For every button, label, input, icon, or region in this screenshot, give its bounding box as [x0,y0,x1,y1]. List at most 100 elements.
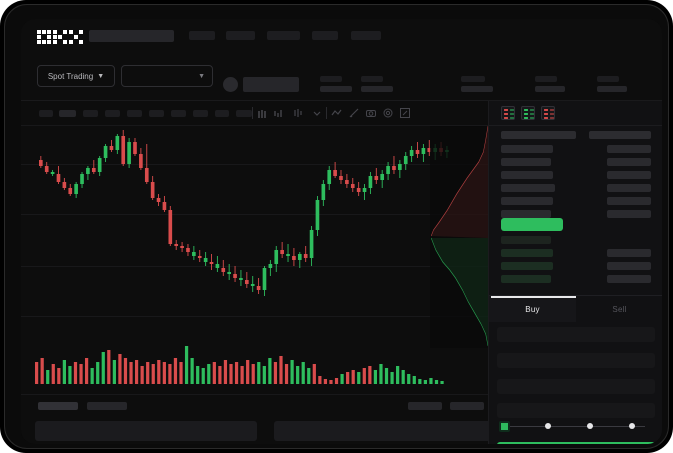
ask-row-6-price[interactable] [501,210,551,218]
tab-open-orders[interactable] [38,402,78,410]
candlestick-chart [39,130,449,296]
stat-high-label [361,76,383,82]
coin-avatar [223,77,238,92]
search-input[interactable] [89,30,174,42]
indicators-icon[interactable] [293,107,305,119]
chevron-down-icon: ▼ [97,72,105,80]
interval-1d[interactable] [171,110,186,117]
okx-logo-glyph-0 [37,30,51,44]
tab-assets[interactable] [408,402,442,410]
trading-mode-select[interactable]: Spot Trading ▼ [37,65,115,87]
device-bezel: Spot Trading ▼ ▼ [4,4,669,449]
slider-stop-1[interactable] [545,423,551,429]
interval-1m[interactable] [39,110,53,117]
amount-field[interactable] [497,379,655,394]
bottom-panel-right[interactable] [274,421,494,441]
stat-high-value [361,86,393,92]
bar-chart-icon[interactable] [273,107,285,119]
nav-item-3[interactable] [267,31,300,40]
ask-row-4-amount[interactable] [607,184,651,192]
bid-row-2-price[interactable] [501,249,553,257]
interval-1w[interactable] [193,110,208,117]
stat-change-value [320,86,352,92]
slider-stop-3[interactable] [629,423,635,429]
interval-1h[interactable] [127,110,142,117]
buy-submit-button[interactable] [497,442,655,444]
gridline-1 [21,214,488,215]
ask-row-3-amount[interactable] [607,171,651,179]
stat-low-label [461,76,485,82]
orders-tab-bar [21,394,488,418]
okx-logo[interactable] [37,30,83,44]
tab-buy[interactable]: Buy [489,296,576,322]
nav-item-1[interactable] [189,31,215,40]
drawing-tools-icon[interactable] [348,107,360,119]
order-book-divider [489,125,662,126]
nav-item-5[interactable] [351,31,381,40]
nav-item-2[interactable] [226,31,255,40]
interval-30m[interactable] [105,110,120,117]
bid-row-2-amount[interactable] [607,249,651,257]
tab-sell[interactable]: Sell [576,296,662,322]
total-field[interactable] [497,403,655,418]
bid-row-1-price[interactable] [501,236,551,244]
ob-mode-bids-only[interactable] [521,106,535,120]
ob-current-price[interactable] [501,218,563,231]
amount-percent-slider[interactable] [499,421,651,432]
ask-row-2-price[interactable] [501,158,551,166]
order-book-panel: Buy Sell [488,101,662,444]
ask-row-5-price[interactable] [501,197,553,205]
bid-row-3-price[interactable] [501,262,553,270]
ask-row-1-price[interactable] [501,145,553,153]
bottom-panel-left[interactable] [35,421,257,441]
ob-header-amount [589,131,651,139]
interval-more[interactable] [236,110,252,117]
okx-logo-glyph-1 [53,30,67,44]
ask-row-5-amount[interactable] [607,197,651,205]
nav-item-4[interactable] [312,31,338,40]
ob-mode-asks-only[interactable] [541,106,555,120]
slider-stop-2[interactable] [587,423,593,429]
stat-volume-quote [597,76,627,92]
tab-buy-label: Buy [525,304,540,314]
bid-row-4-price[interactable] [501,275,551,283]
ob-header-price [501,131,576,139]
order-type-field[interactable] [497,327,655,342]
interval-5m[interactable] [59,110,76,117]
ask-row-3-price[interactable] [501,171,553,179]
buy-sell-tabs: Buy Sell [489,295,662,322]
ask-row-4-price[interactable] [501,184,555,192]
interval-1mo[interactable] [215,110,229,117]
slider-handle[interactable] [499,421,510,432]
ob-mode-both[interactable] [501,106,515,120]
bid-row-4-amount[interactable] [607,275,651,283]
settings-gear-icon[interactable] [382,107,394,119]
stat-low-value [461,86,493,92]
gridline-3 [21,316,488,317]
gridline-0 [21,164,488,165]
fullscreen-icon[interactable] [399,107,411,119]
chart-toolbar [21,101,488,126]
camera-icon[interactable] [365,107,377,119]
price-chart-panel[interactable] [21,126,488,394]
interval-15m[interactable] [83,110,98,117]
bid-row-3-amount[interactable] [607,262,651,270]
tab-tools[interactable] [450,402,484,410]
stat-high [361,76,393,92]
trading-mode-label: Spot Trading [47,71,94,81]
line-chart-icon[interactable] [331,107,343,119]
pair-name-label [243,77,299,92]
app-header [21,19,662,53]
interval-4h[interactable] [149,110,164,117]
ask-row-1-amount[interactable] [607,145,651,153]
stat-change [320,76,352,92]
candlestick-chart-icon[interactable] [257,107,269,119]
ask-row-2-amount[interactable] [607,158,651,166]
chevron-down-icon[interactable] [311,107,323,119]
gridline-2 [21,266,488,267]
tab-order-history[interactable] [87,402,127,410]
pair-select[interactable]: ▼ [121,65,213,87]
ask-row-6-amount[interactable] [607,210,651,218]
okx-logo-glyph-2 [69,30,83,44]
price-field[interactable] [497,353,655,368]
